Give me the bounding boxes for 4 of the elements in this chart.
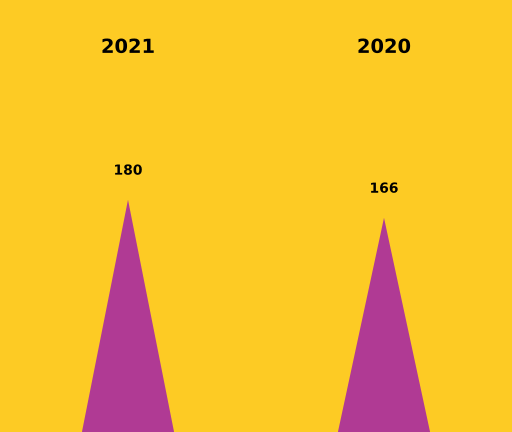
data-label: 166 xyxy=(371,182,398,193)
data-label: 180 xyxy=(115,164,142,175)
x-tick-label: 2020 xyxy=(358,38,410,54)
x-tick-label: 2021 xyxy=(102,38,154,54)
